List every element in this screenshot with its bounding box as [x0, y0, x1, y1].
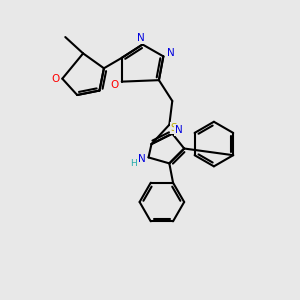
Text: N: N	[175, 125, 183, 135]
Text: S: S	[170, 123, 177, 133]
Text: O: O	[52, 74, 60, 84]
Text: O: O	[110, 80, 118, 90]
Text: H: H	[130, 160, 136, 169]
Text: N: N	[137, 33, 145, 43]
Text: N: N	[167, 48, 175, 59]
Text: N: N	[138, 154, 146, 164]
